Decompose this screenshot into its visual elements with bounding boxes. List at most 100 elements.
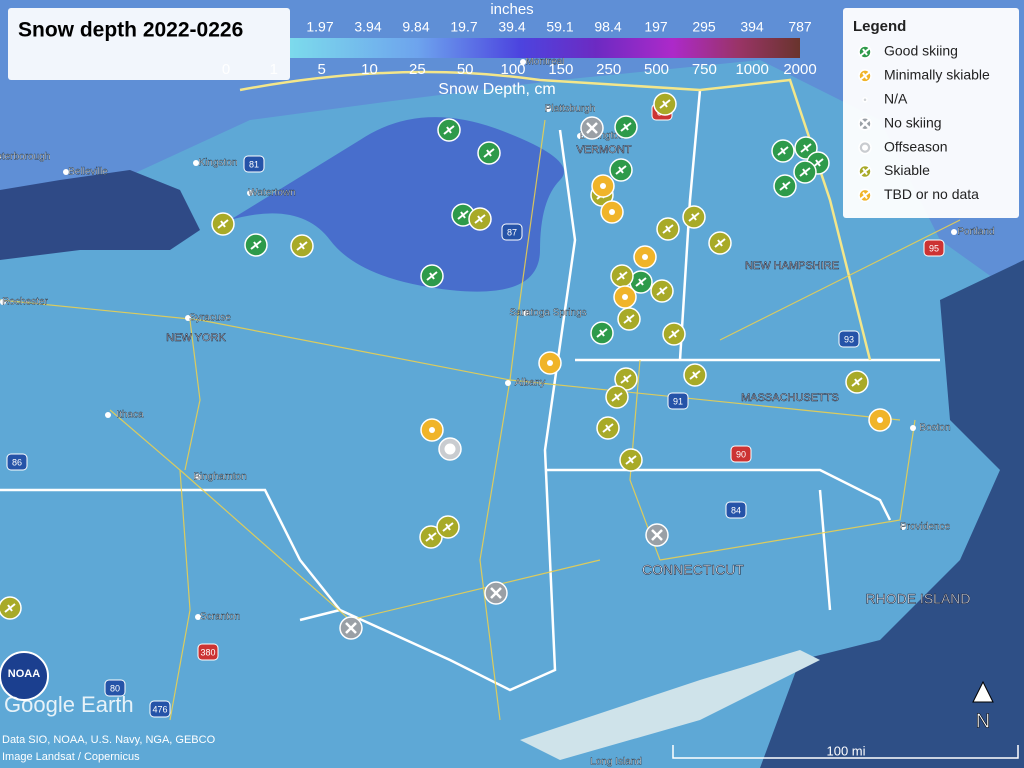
ski-marker bbox=[211, 212, 235, 236]
ski-marker bbox=[538, 351, 562, 375]
ski-marker bbox=[613, 285, 637, 309]
highway-number: 80 bbox=[110, 683, 120, 693]
marker-skier bbox=[616, 271, 628, 281]
ski-marker bbox=[858, 69, 872, 83]
ski-marker bbox=[591, 174, 615, 198]
ski-marker bbox=[468, 207, 492, 231]
ski-marker bbox=[339, 616, 363, 640]
highway-shield bbox=[243, 155, 265, 173]
inch-tick-label: 1.97 bbox=[306, 19, 333, 35]
cm-tick-label: 100 bbox=[500, 61, 525, 78]
place-label: Kingston bbox=[199, 158, 238, 169]
legend-label: Good skiing bbox=[884, 43, 958, 59]
highway-shield bbox=[149, 700, 171, 718]
marker-inner bbox=[642, 254, 648, 260]
highway-number: 90 bbox=[736, 449, 746, 459]
city-dot bbox=[520, 59, 526, 65]
highway-number: 93 bbox=[844, 334, 854, 344]
place-label: Saratoga Springs bbox=[509, 308, 586, 319]
ski-marker bbox=[656, 217, 680, 241]
marker-skier bbox=[426, 271, 438, 281]
cm-tick-label: 50 bbox=[457, 61, 474, 78]
highway-shield bbox=[6, 453, 28, 471]
marker-x bbox=[859, 117, 871, 130]
marker-inner bbox=[600, 183, 606, 189]
ski-marker bbox=[868, 408, 892, 432]
state-borders bbox=[0, 89, 940, 692]
noaa-logo bbox=[0, 651, 49, 701]
place-label: Peterborough bbox=[0, 152, 50, 163]
marker-inner bbox=[877, 417, 883, 423]
ski-marker bbox=[862, 97, 868, 103]
marker-skier bbox=[483, 148, 495, 158]
scale-unit-cm: Snow Depth, cm bbox=[438, 81, 555, 98]
ski-marker bbox=[773, 174, 797, 198]
legend-label: Minimally skiable bbox=[884, 67, 990, 83]
attribution: Data SIO, NOAA, U.S. Navy, NGA, GEBCO bbox=[2, 734, 216, 746]
highway-number: 476 bbox=[152, 704, 167, 714]
marker-skier bbox=[443, 125, 455, 135]
city-dot bbox=[523, 310, 529, 316]
ski-marker bbox=[0, 596, 22, 620]
city-dot bbox=[0, 154, 1, 160]
ski-marker bbox=[244, 233, 268, 257]
city-dot bbox=[185, 315, 191, 321]
inch-tick-label: 59.1 bbox=[546, 19, 573, 35]
ski-marker bbox=[419, 525, 443, 549]
place-label: Portland bbox=[957, 227, 994, 238]
ski-marker bbox=[437, 118, 461, 142]
marker-skier bbox=[635, 277, 647, 287]
border-canada bbox=[239, 70, 872, 361]
inch-tick-label: 19.7 bbox=[450, 19, 477, 35]
ski-marker bbox=[650, 279, 674, 303]
ski-marker bbox=[614, 115, 638, 139]
ski-marker bbox=[682, 205, 706, 229]
place-label: Boston bbox=[919, 423, 950, 434]
title-box bbox=[8, 8, 290, 80]
marker-skier bbox=[688, 212, 700, 222]
highway-number: 95 bbox=[929, 243, 939, 253]
marker-inner bbox=[609, 209, 615, 215]
ski-marker bbox=[290, 234, 314, 258]
marker-dot bbox=[444, 443, 456, 455]
marker-skier bbox=[611, 392, 623, 402]
legend-box bbox=[843, 8, 1019, 218]
place-label: Albany bbox=[515, 378, 546, 389]
state-label: MASSACHUSETTS bbox=[741, 392, 839, 404]
ski-marker bbox=[617, 307, 641, 331]
marker-x bbox=[490, 587, 502, 599]
noaa-text: NOAA bbox=[8, 668, 40, 680]
marker-skier bbox=[859, 71, 871, 81]
legend-label: Offseason bbox=[884, 138, 948, 154]
cm-tick-label: 750 bbox=[692, 61, 717, 78]
place-label: Plattsburgh bbox=[545, 104, 596, 115]
ski-marker bbox=[600, 200, 624, 224]
inch-tick-label: 9.84 bbox=[402, 19, 429, 35]
state-label: NEW HAMPSHIRE bbox=[745, 260, 839, 272]
color-bar bbox=[290, 38, 800, 58]
marker-inner bbox=[547, 360, 553, 366]
marker-skier bbox=[777, 146, 789, 156]
city-dot bbox=[195, 614, 201, 620]
ski-marker bbox=[610, 264, 634, 288]
ski-marker bbox=[580, 116, 604, 140]
cm-tick-label: 5 bbox=[317, 61, 325, 78]
marker-skier bbox=[859, 166, 871, 177]
city-dot bbox=[247, 190, 253, 196]
ski-marker bbox=[590, 321, 614, 345]
city-dot bbox=[505, 380, 511, 386]
marker-inner bbox=[622, 294, 628, 300]
ski-marker bbox=[858, 188, 872, 203]
city-dot bbox=[545, 106, 551, 112]
highway-shield bbox=[923, 239, 945, 257]
marker-skier bbox=[859, 190, 871, 201]
marker-skier bbox=[217, 219, 229, 229]
marker-dot bbox=[862, 144, 868, 151]
google-earth: Google Earth bbox=[4, 692, 134, 717]
ocean bbox=[760, 260, 1024, 768]
ski-marker bbox=[420, 418, 444, 442]
city-dot bbox=[0, 299, 6, 305]
legend-label: No skiing bbox=[884, 114, 942, 130]
place-label: Rochester bbox=[2, 297, 48, 308]
state-label: CONNECTICUT bbox=[642, 562, 744, 578]
